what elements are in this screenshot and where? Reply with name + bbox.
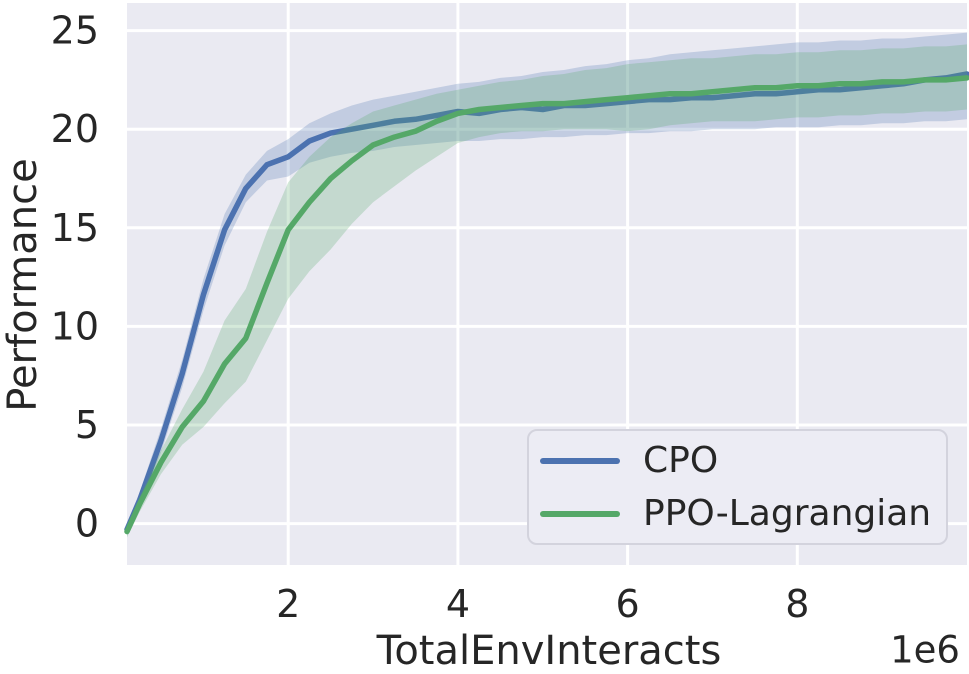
- legend-item-cpo: CPO: [540, 439, 946, 481]
- confidence-band-ppo-lagrangian: [127, 44, 967, 538]
- y-tick-label: 15: [51, 206, 99, 250]
- legend: CPO PPO-Lagrangian: [527, 429, 948, 545]
- x-tick-label: 8: [785, 582, 809, 626]
- legend-swatch-ppo-lagrangian: [540, 510, 620, 517]
- series-line-cpo: [124, 71, 969, 533]
- series-line-ppo-lagrangian: [124, 75, 969, 535]
- y-tick-label: 5: [75, 403, 99, 447]
- x-tick-label: 2: [276, 582, 300, 626]
- y-tick-label: 25: [51, 9, 99, 53]
- y-tick-label: 0: [75, 502, 99, 546]
- y-tick-label: 20: [51, 107, 99, 151]
- x-tick-label: 6: [616, 582, 640, 626]
- legend-label-cpo: CPO: [643, 439, 719, 481]
- y-tick-label: 10: [51, 304, 99, 348]
- x-tick-label: 4: [446, 582, 470, 626]
- y-axis-label: Performance: [0, 158, 46, 412]
- x-axis-offset-label: 1e6: [890, 628, 960, 672]
- x-axis-label: TotalEnvInteracts: [376, 628, 722, 674]
- legend-swatch-cpo: [540, 457, 620, 464]
- legend-item-ppo-lagrangian: PPO-Lagrangian: [540, 492, 946, 534]
- legend-label-ppo-lagrangian: PPO-Lagrangian: [643, 492, 932, 534]
